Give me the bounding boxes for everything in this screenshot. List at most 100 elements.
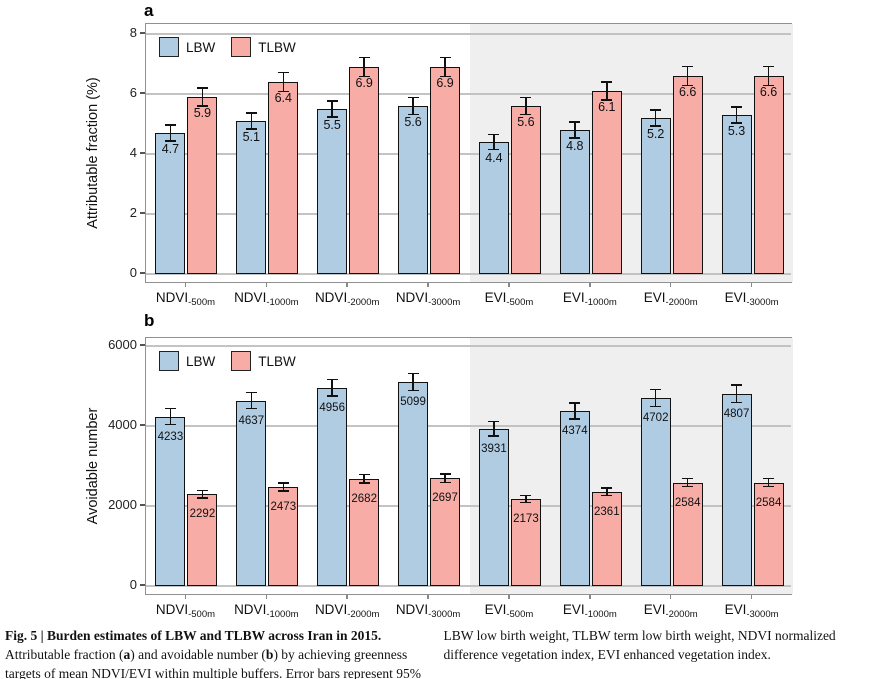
caption-left: Fig. 5 | Burden estimates of LBW and TLB… [5,628,422,679]
bar-tlbw-evi-2000m [672,482,703,586]
x-tick-mark [750,595,753,599]
bar-tlbw-evi-500m [510,499,541,586]
error-bar-cap [407,372,419,375]
x-tick-label: EVI-2000m [616,602,726,620]
error-bar-cap [164,124,176,126]
bar-value-label: 5.9 [193,106,212,120]
gridline [146,345,791,347]
error-bar-cap [358,56,370,59]
error-bar-cap [731,122,743,124]
x-tick-label: EVI-3000m [697,290,807,308]
error-bar [363,57,365,77]
bar-value-label: 5099 [400,396,426,409]
error-bar-cap [520,501,532,504]
error-bar-cap [763,65,775,68]
error-bar [363,474,365,483]
bar-value-label: 2697 [432,492,458,505]
error-bar [767,66,770,86]
gridline [146,33,791,35]
legend: LBW TLBW [159,351,312,371]
error-bar [250,392,253,409]
gridline [146,585,791,587]
x-label-base: EVI [724,602,747,617]
x-tick-label: NDVI-3000m [373,290,483,308]
x-label-base: EVI [643,602,666,617]
x-tick-label: EVI-1000m [535,602,645,620]
bar-value-label: 3931 [481,442,507,455]
error-bar-cap [650,109,662,111]
error-bar [654,110,657,126]
y-tick-mark [140,272,145,274]
error-bar [201,88,204,106]
error-bar-cap [569,137,581,139]
bar-lbw-ndvi-1000m [236,400,267,586]
x-tick-label: EVI-500m [454,290,564,308]
error-bar [250,113,253,129]
gridline [146,425,791,427]
error-bar [525,495,527,503]
error-bar-cap [650,125,662,127]
error-bar-cap [731,401,743,404]
x-tick-label: NDVI-1000m [211,602,321,620]
error-bar-cap [763,84,775,87]
legend-swatch-lbw [159,351,179,371]
bar-value-label: 4.4 [485,151,503,165]
error-bar-cap [682,65,694,68]
error-bar-cap [569,418,581,420]
x-tick-mark [669,595,672,599]
bar-value-label: 6.9 [436,76,454,90]
error-bar-cap [358,482,370,484]
x-label-subscript: -3000m [428,609,461,620]
error-bar [169,125,172,141]
bar-tlbw-ndvi-3000m [430,67,461,274]
bar-lbw-evi-3000m [721,115,752,274]
x-label-base: EVI [562,602,585,617]
x-tick-label: EVI-2000m [616,290,726,308]
y-tick-label: 4000 [108,417,137,432]
error-bar-cap [520,113,532,116]
bar-tlbw-evi-2000m [672,76,703,274]
error-bar-cap [245,391,257,394]
x-label-base: NDVI [395,290,429,305]
x-tick-mark [427,595,429,599]
error-bar-cap [520,96,532,99]
bar-value-label: 4637 [238,414,265,427]
bar-value-label: 4956 [319,401,345,414]
x-label-subscript: -500m [506,297,534,308]
bar-value-label: 5.5 [323,118,341,132]
x-tick-mark [184,595,187,599]
error-bar-cap [407,113,419,116]
x-label-subscript: -2000m [347,609,380,620]
error-bar-cap [731,106,743,108]
bar-lbw-ndvi-1000m [236,121,267,274]
x-label-subscript: -1000m [266,609,299,620]
error-bar [735,385,738,403]
y-tick-mark [140,504,145,506]
error-bar-cap [164,423,176,426]
x-label-base: NDVI [314,290,348,305]
bar-tlbw-ndvi-500m [187,494,218,586]
error-bar-cap [650,405,662,408]
error-bar-cap [439,75,451,78]
error-bar-cap [601,81,613,83]
y-tick-label: 6 [129,85,137,100]
x-label-base: EVI [562,290,585,305]
error-bar [574,122,576,138]
x-tick-mark [346,283,348,287]
legend-label-tlbw: TLBW [258,39,296,55]
error-bar [654,389,657,407]
error-bar-cap [682,485,694,488]
gridline [146,273,791,275]
panel-a-plot: 4.7 5.1 5.5 5.6 4.4 4.8 5.2 5.3 5.9 6.4 6.9 6.9 5.6 6… [145,23,793,283]
bar-lbw-ndvi-2000m [317,387,348,586]
bar-tlbw-evi-1000m [591,91,622,274]
legend-swatch-tlbw [231,37,252,57]
bar-lbw-ndvi-500m [155,133,186,274]
bar-value-label: 2173 [513,513,539,526]
error-bar-cap [196,497,208,499]
error-bar [331,100,333,118]
bar-value-label: 4374 [562,425,588,438]
x-tick-mark [346,595,348,599]
bar-lbw-evi-500m [478,428,509,586]
